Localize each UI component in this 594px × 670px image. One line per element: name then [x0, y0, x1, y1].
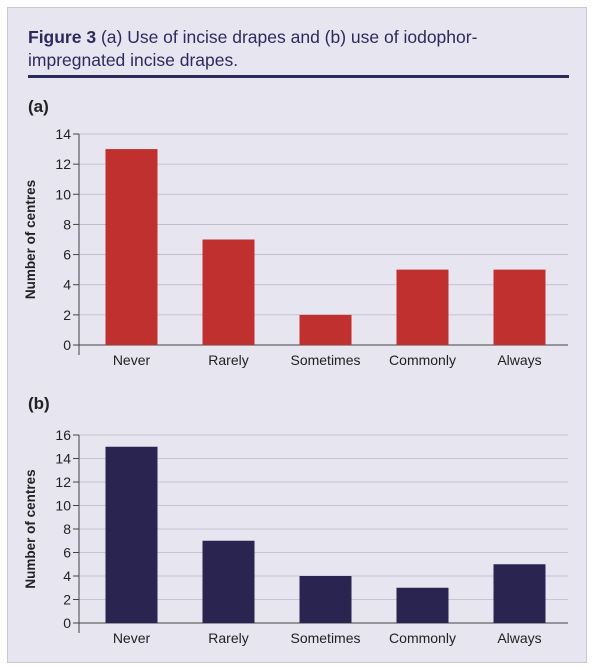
y-tick-label-a-10: 10 — [55, 186, 71, 202]
bar-b-rarely — [202, 540, 255, 623]
x-tick-label-a-commonly: Commonly — [389, 352, 456, 368]
y-tick-label-a-0: 0 — [63, 337, 71, 353]
bar-a-rarely — [202, 239, 255, 345]
y-tick-label-b-12: 12 — [55, 474, 71, 490]
y-tick-label-b-6: 6 — [63, 545, 71, 561]
bar-a-sometimes — [299, 314, 352, 345]
x-tick-label-a-never: Never — [113, 352, 151, 368]
title-rule — [28, 75, 569, 78]
chart-panel-a: 0 2 4 6 8 10 12 14 Never Rarely Sometimes Commonly A… — [23, 126, 568, 368]
panel-a-label: (a) — [28, 97, 49, 116]
x-tick-label-b-rarely: Rarely — [208, 630, 248, 646]
chart-panel-b: 0 2 4 6 8 10 12 14 16 Never Rarely Sometimes Commonl… — [23, 427, 568, 646]
y-tick-label-b-8: 8 — [63, 521, 71, 537]
y-tick-label-a-8: 8 — [63, 216, 71, 232]
y-tick-label-b-2: 2 — [63, 592, 71, 608]
y-tick-label-b-10: 10 — [55, 498, 71, 514]
y-tick-label-b-4: 4 — [63, 568, 71, 584]
y-tick-label-b-0: 0 — [63, 615, 71, 631]
bar-b-sometimes — [299, 576, 352, 623]
bar-a-always — [493, 269, 546, 345]
x-tick-label-b-sometimes: Sometimes — [290, 630, 360, 646]
panel-b-label: (b) — [28, 394, 50, 413]
bar-b-always — [493, 564, 546, 623]
x-tick-label-a-rarely: Rarely — [208, 352, 248, 368]
y-axis-label-a: Number of centres — [23, 180, 38, 299]
x-tick-label-b-never: Never — [113, 630, 151, 646]
bar-b-commonly — [396, 587, 449, 623]
bar-b-never — [105, 446, 158, 623]
x-tick-label-a-sometimes: Sometimes — [290, 352, 360, 368]
x-tick-label-b-always: Always — [497, 630, 541, 646]
y-tick-label-a-6: 6 — [63, 247, 71, 263]
y-tick-label-a-4: 4 — [63, 277, 71, 293]
y-tick-label-a-2: 2 — [63, 307, 71, 323]
x-tick-label-a-always: Always — [497, 352, 541, 368]
figure-frame: Figure 3 (a) Use of incise drapes and (b… — [7, 7, 587, 663]
figure-label: Figure 3 — [28, 27, 97, 47]
figure-caption: (a) Use of incise drapes and (b) use of … — [28, 27, 478, 70]
bar-a-commonly — [396, 269, 449, 345]
bar-a-never — [105, 149, 158, 345]
x-tick-label-b-commonly: Commonly — [389, 630, 456, 646]
y-tick-label-a-14: 14 — [55, 126, 71, 142]
y-axis-label-b: Number of centres — [23, 469, 38, 588]
figure-title: Figure 3 (a) Use of incise drapes and (b… — [28, 26, 573, 72]
y-tick-label-b-16: 16 — [55, 427, 71, 443]
y-tick-label-a-12: 12 — [55, 156, 71, 172]
y-tick-label-b-14: 14 — [55, 451, 71, 467]
